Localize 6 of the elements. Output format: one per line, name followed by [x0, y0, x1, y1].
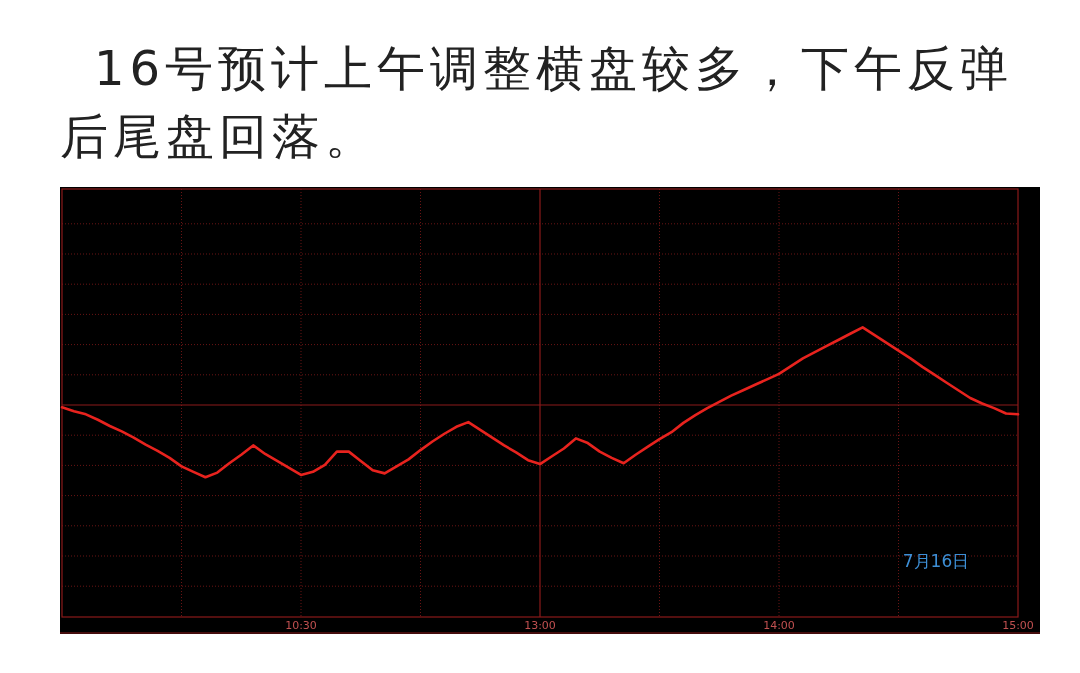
text: 7月16日: [902, 551, 970, 571]
x-tick-label: 10:30: [285, 619, 317, 632]
chart-title: 16号预计上午调整横盘较多，下午反弹后尾盘回落。: [60, 39, 1015, 166]
x-tick-label: 15:00: [1002, 619, 1034, 632]
x-tick-label: 14:00: [763, 619, 795, 632]
x-tick-label: 13:00: [524, 619, 556, 632]
